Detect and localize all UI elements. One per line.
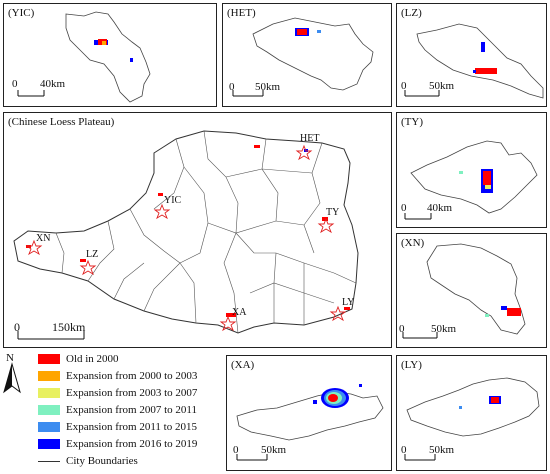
ty-urban-cluster	[459, 169, 493, 193]
xa-boundary	[236, 391, 384, 441]
xn-urban-cluster	[485, 306, 521, 317]
marker-label-xn: XN	[36, 233, 51, 244]
map-lz	[404, 23, 544, 99]
panel-yic: (YIC) 0 40km	[3, 3, 217, 107]
ly-boundary	[406, 377, 540, 437]
panel-main: (Chinese Loess Plateau) HET YIC TY XN LZ…	[3, 112, 392, 348]
map-loess-plateau	[13, 130, 359, 340]
scale-zero-xn: 0	[399, 323, 405, 335]
scale-zero-ty: 0	[401, 202, 407, 214]
north-label: N	[6, 352, 14, 364]
map-ly	[404, 377, 540, 461]
marker-label-lz: LZ	[86, 249, 99, 260]
scale-zero-yic: 0	[12, 78, 18, 90]
marker-label-het: HET	[300, 133, 320, 144]
scale-zero-het: 0	[229, 81, 235, 93]
north-arrow-icon	[3, 362, 21, 394]
xn-boundary	[426, 243, 526, 335]
ly-urban-cluster	[459, 396, 501, 409]
scale-text-xa: 50km	[261, 444, 287, 456]
marker-ly	[329, 305, 347, 322]
north-arrow: N	[2, 352, 26, 394]
marker-het	[295, 144, 313, 161]
legend-item-2007-2011: Expansion from 2007 to 2011	[38, 403, 197, 417]
map-ty	[404, 140, 538, 220]
map-het	[232, 17, 374, 97]
panel-label-ty: (TY)	[401, 116, 423, 128]
panel-label-het: (HET)	[227, 7, 256, 19]
legend-item-city-boundaries: City Boundaries	[38, 454, 138, 468]
panel-label-xa: (XA)	[231, 359, 255, 371]
scale-zero-lz: 0	[401, 80, 407, 92]
scale-text-het: 50km	[255, 81, 281, 93]
panel-het: (HET) 0 50km	[222, 3, 392, 107]
panel-xa: (XA) 0 50km	[226, 355, 392, 471]
legend: Old in 2000 Expansion from 2000 to 2003 …	[8, 352, 223, 470]
panel-lz: (LZ) 0 50km	[396, 3, 547, 107]
map-xn	[402, 243, 526, 339]
panel-xn: (XN) 0 50km	[396, 233, 547, 348]
marker-label-yic: YIC	[164, 195, 182, 206]
lz-boundary	[416, 23, 544, 99]
marker-ty	[317, 217, 335, 234]
panel-label-yic: (YIC)	[8, 7, 35, 19]
het-urban-cluster	[295, 28, 321, 36]
marker-lz	[79, 259, 97, 276]
yic-urban-cluster	[94, 39, 133, 62]
marker-label-xa: XA	[232, 307, 247, 318]
yic-boundary	[65, 11, 151, 103]
legend-item-2003-2007: Expansion from 2003 to 2007	[38, 386, 197, 400]
scale-text-xn: 50km	[431, 323, 457, 335]
marker-yic	[153, 203, 171, 220]
marker-xn	[25, 239, 43, 256]
het-boundary	[252, 17, 374, 91]
marker-label-ty: TY	[326, 207, 340, 218]
panel-ty: (TY) 0 40km	[396, 112, 547, 228]
plateau-outline	[13, 130, 359, 334]
scale-text-ly: 50km	[429, 444, 455, 456]
legend-item-2011-2015: Expansion from 2011 to 2015	[38, 420, 197, 434]
scale-zero-ly: 0	[401, 444, 407, 456]
marker-label-ly: LY	[342, 297, 355, 308]
scale-text-lz: 50km	[429, 80, 455, 92]
marker-xa	[219, 315, 237, 332]
scale-zero-xa: 0	[233, 444, 239, 456]
map-xa	[236, 384, 384, 461]
scale-text-yic: 40km	[40, 78, 66, 90]
scale-text-ty: 40km	[427, 202, 453, 214]
ty-boundary	[410, 140, 538, 214]
urban-patches	[26, 145, 350, 317]
panel-label-lz: (LZ)	[401, 7, 422, 19]
panel-label-xn: (XN)	[401, 237, 425, 249]
panel-label-ly: (LY)	[401, 359, 422, 371]
panel-ly: (LY) 0 50km	[396, 355, 547, 471]
legend-item-2000-2003: Expansion from 2000 to 2003	[38, 369, 197, 383]
scale-zero-main: 0	[14, 320, 20, 334]
legend-item-2016-2019: Expansion from 2016 to 2019	[38, 437, 197, 451]
scale-text-main: 150km	[52, 320, 86, 334]
city-markers	[25, 144, 347, 332]
city-boundaries	[55, 130, 357, 334]
legend-item-old: Old in 2000	[38, 352, 119, 366]
map-yic	[17, 11, 151, 103]
lz-urban-cluster	[473, 42, 497, 74]
panel-label-main: (Chinese Loess Plateau)	[8, 116, 115, 128]
xa-urban-cluster	[313, 384, 362, 408]
